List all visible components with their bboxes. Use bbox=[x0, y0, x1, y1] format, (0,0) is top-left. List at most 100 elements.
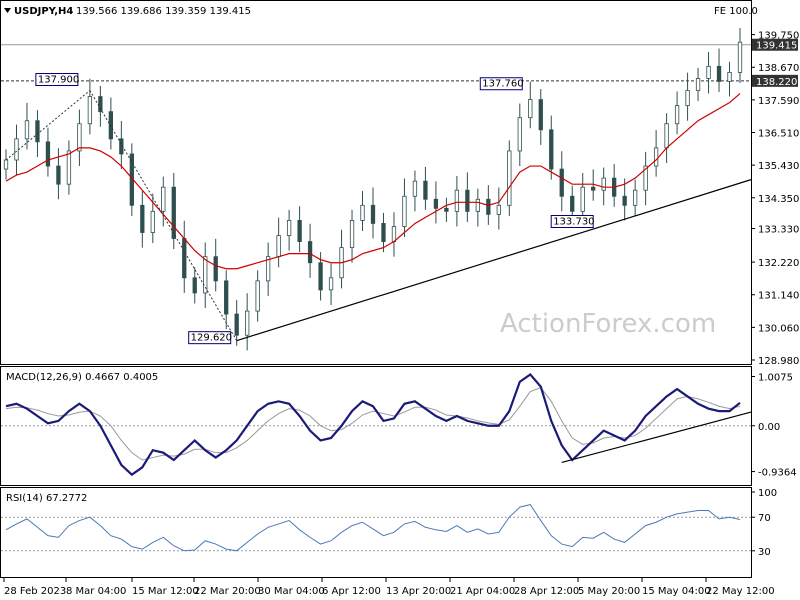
header-symbol-title: USDJPY,H4 bbox=[14, 6, 73, 17]
last-price-badge: 139.415 bbox=[752, 38, 798, 52]
candle-body bbox=[56, 165, 61, 185]
x-tick-label: 21 Apr 04:00 bbox=[450, 586, 515, 597]
candle-body bbox=[580, 186, 585, 212]
candle-body bbox=[653, 147, 659, 167]
candle-body bbox=[203, 256, 208, 294]
x-tick-label: 13 Apr 20:00 bbox=[386, 586, 451, 597]
candle-body bbox=[24, 120, 30, 140]
candle-body bbox=[685, 90, 690, 107]
annotation-box bbox=[479, 77, 523, 91]
candle-body bbox=[245, 310, 250, 336]
candle-body bbox=[307, 241, 313, 264]
candle-body bbox=[727, 71, 732, 82]
candle-body bbox=[559, 168, 564, 197]
candle-body bbox=[161, 186, 166, 212]
candle-body bbox=[276, 235, 281, 258]
candle-body bbox=[402, 195, 407, 227]
rsi-title: RSI(14) 67.2772 bbox=[6, 493, 87, 504]
candle-body bbox=[423, 180, 428, 200]
rsi-tick-label: 70 bbox=[758, 513, 771, 524]
candle-body bbox=[224, 280, 229, 315]
candle-body bbox=[591, 186, 596, 191]
candle-body bbox=[35, 120, 40, 143]
price-panel-border bbox=[0, 0, 752, 365]
price-annotation: 129.620 bbox=[188, 331, 232, 345]
macd-line bbox=[5, 372, 741, 477]
candle-body bbox=[140, 204, 145, 233]
candle-body bbox=[182, 238, 187, 279]
candle-body bbox=[496, 204, 501, 215]
candle-body bbox=[381, 223, 386, 242]
candle-body bbox=[3, 159, 9, 170]
price-trendline bbox=[236, 179, 752, 342]
macd-tick-label: 1.0075 bbox=[758, 373, 793, 384]
candle-body bbox=[486, 198, 491, 215]
header-ohlc: 139.566 139.686 139.359 139.415 bbox=[76, 6, 251, 17]
candle-body bbox=[370, 204, 376, 224]
x-tick-label: 6 Apr 12:00 bbox=[322, 586, 381, 597]
x-tick-label: 30 Mar 04:00 bbox=[258, 586, 325, 597]
annotation-box bbox=[35, 73, 79, 87]
badge-bg bbox=[752, 74, 798, 87]
candle-body bbox=[706, 65, 711, 79]
moving-average-line bbox=[5, 93, 741, 270]
candle-body bbox=[150, 210, 155, 233]
price-tick-label: 128.980 bbox=[758, 356, 799, 367]
annotation-box bbox=[188, 331, 232, 345]
price-annotation: 137.760 bbox=[479, 77, 524, 91]
candle-body bbox=[716, 65, 722, 82]
candle-body bbox=[66, 150, 72, 185]
annotation-box bbox=[550, 214, 594, 228]
header-dropdown-icon[interactable] bbox=[4, 8, 11, 13]
candle-body bbox=[454, 189, 460, 212]
annotation-label: 133.730 bbox=[553, 216, 594, 227]
badge-text: 139.415 bbox=[756, 41, 797, 52]
candle-body bbox=[601, 177, 606, 191]
rsi-line bbox=[5, 504, 741, 552]
badge-bg bbox=[752, 38, 798, 51]
watermark: ActionForex.com bbox=[500, 309, 716, 339]
candle-body bbox=[538, 99, 543, 131]
candle-body bbox=[570, 195, 575, 212]
macd-signal-line bbox=[5, 387, 741, 461]
candle-body bbox=[265, 256, 271, 282]
price-tick-label: 135.430 bbox=[758, 161, 799, 172]
x-tick-label: 22 May 12:00 bbox=[706, 586, 775, 597]
candle-body bbox=[465, 189, 470, 212]
x-tick-label: 8 Mar 04:00 bbox=[66, 586, 126, 597]
annotation-label: 137.900 bbox=[38, 75, 79, 86]
level-price-badge: 138.220 bbox=[752, 74, 798, 88]
annotation-label: 129.620 bbox=[191, 333, 232, 344]
candle-body bbox=[14, 138, 19, 161]
price-tick-label: 133.330 bbox=[758, 225, 799, 236]
candle-body bbox=[87, 96, 93, 125]
macd-title: MACD(12,26,9) 0.4667 0.4005 bbox=[6, 372, 158, 383]
candle-body bbox=[318, 262, 323, 291]
rsi-tick-label: 100 bbox=[758, 488, 777, 499]
x-tick-label: 28 Apr 12:00 bbox=[514, 586, 579, 597]
price-tick-label: 130.060 bbox=[758, 323, 799, 334]
price-tick-label: 131.140 bbox=[758, 291, 799, 302]
candle-body bbox=[391, 226, 397, 242]
macd-tick-label: -0.9364 bbox=[758, 468, 797, 479]
candle-body bbox=[507, 150, 512, 206]
price-annotation: 137.900 bbox=[35, 73, 79, 87]
rsi-tick-label: 30 bbox=[758, 547, 771, 558]
price-tick-label: 134.350 bbox=[758, 194, 799, 205]
price-tick-label: 136.510 bbox=[758, 129, 799, 140]
candle-body bbox=[192, 277, 197, 294]
candle-body bbox=[528, 99, 533, 119]
candle-body bbox=[517, 117, 522, 152]
macd-tick-label: 0.00 bbox=[758, 422, 780, 433]
x-tick-label: 15 Mar 12:00 bbox=[132, 586, 199, 597]
candle-body bbox=[549, 129, 554, 170]
candle-body bbox=[632, 189, 638, 206]
candle-body bbox=[171, 186, 176, 239]
axis-labels: 139.750 138.670 137.590 136.510 135.430 134.3… bbox=[3, 31, 799, 597]
price-tick-label: 139.750 bbox=[758, 31, 799, 42]
candle-body bbox=[328, 277, 334, 291]
price-tick-label: 137.590 bbox=[758, 96, 799, 107]
candle-body bbox=[77, 123, 82, 152]
price-tick-label: 132.220 bbox=[758, 258, 799, 269]
candle-body bbox=[695, 78, 701, 91]
